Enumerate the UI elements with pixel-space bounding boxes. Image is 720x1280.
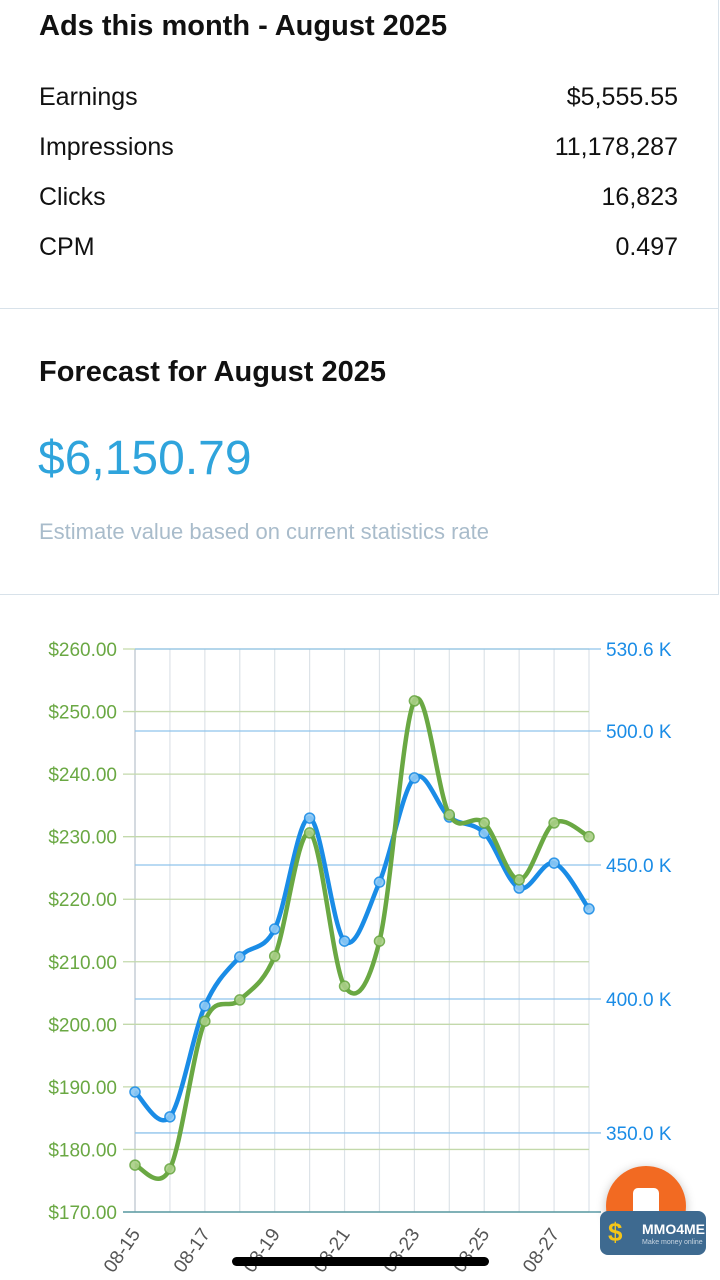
watermark-subtitle: Make money online — [642, 1239, 703, 1246]
earnings-point — [303, 827, 316, 839]
row-label: Earnings — [39, 83, 138, 111]
earnings-point — [478, 817, 490, 829]
earnings-point — [234, 994, 246, 1006]
x-axis-tick: 08-25 — [449, 1225, 494, 1277]
left-axis-tick: $200.00 — [48, 1015, 117, 1036]
left-axis-tick: $220.00 — [48, 890, 117, 911]
earnings-point — [338, 980, 351, 992]
impressions-point — [408, 772, 421, 784]
right-axis-tick: 450.0 K — [606, 856, 672, 877]
row-value: $5,555.55 — [566, 83, 678, 111]
earnings-point — [373, 935, 386, 947]
row-value: 11,178,287 — [554, 133, 678, 161]
summary-title: Ads this month - August 2025 — [39, 10, 448, 42]
x-axis-tick: 08-21 — [310, 1225, 355, 1277]
x-axis-tick: 08-27 — [519, 1225, 564, 1277]
impressions-point — [129, 1086, 141, 1098]
right-axis-tick: 350.0 K — [606, 1124, 672, 1145]
clicks-row: Clicks 16,823 — [39, 183, 678, 212]
impressions-point — [373, 876, 386, 888]
row-label: Clicks — [39, 183, 106, 211]
forecast-title: Forecast for August 2025 — [39, 356, 387, 388]
earnings-point — [199, 1015, 211, 1027]
forecast-card: Forecast for August 2025 $6,150.79 Estim… — [0, 309, 719, 595]
dollar-logo-icon: $ — [608, 1217, 623, 1247]
left-axis-tick: $250.00 — [48, 703, 117, 724]
earnings-point — [548, 817, 560, 829]
earnings-impressions-chart: $170.00 $180.00 $190.00 $200.00 $210.00 $220.… — [48, 640, 672, 1277]
impressions-point — [268, 923, 281, 935]
earnings-point — [268, 950, 281, 962]
left-axis-tick: $190.00 — [48, 1078, 117, 1099]
impressions-point — [548, 857, 560, 869]
impressions-line — [133, 773, 591, 1123]
row-label: CPM — [39, 233, 95, 261]
earnings-point — [583, 830, 595, 843]
x-axis-tick: 08-23 — [379, 1225, 424, 1277]
earnings-line — [134, 696, 591, 1181]
right-axis-tick: 530.6 K — [606, 640, 672, 661]
impressions-point — [338, 935, 351, 947]
cpm-row: CPM 0.497 — [39, 233, 678, 262]
earnings-point — [443, 809, 456, 821]
forecast-amount: $6,150.79 — [38, 432, 252, 485]
left-axis-tick: $180.00 — [48, 1140, 117, 1161]
row-value: 16,823 — [601, 183, 678, 211]
earnings-point — [164, 1163, 176, 1175]
impressions-point — [199, 1000, 211, 1012]
right-axis-tick: 400.0 K — [606, 990, 672, 1011]
earnings-point — [513, 874, 525, 886]
earnings-point — [408, 695, 421, 707]
mmo4me-watermark: $ MMO4ME Make money online — [600, 1211, 706, 1255]
left-axis-tick: $170.00 — [48, 1203, 117, 1224]
left-axis-tick: $260.00 — [48, 640, 117, 661]
x-axis-tick: 08-17 — [170, 1225, 215, 1277]
left-axis-tick: $230.00 — [48, 828, 117, 849]
earnings-row: Earnings $5,555.55 — [39, 83, 678, 112]
row-label: Impressions — [39, 133, 174, 161]
left-axis-tick: $210.00 — [48, 953, 117, 974]
ads-summary-card: Ads this month - August 2025 Earnings $5,… — [0, 0, 719, 309]
forecast-note: Estimate value based on current statisti… — [39, 519, 489, 544]
right-axis-tick: 500.0 K — [606, 722, 672, 743]
impressions-point — [234, 951, 246, 963]
watermark-title: MMO4ME — [642, 1221, 705, 1237]
impressions-point — [583, 903, 595, 915]
x-axis-tick: 08-15 — [100, 1225, 145, 1277]
x-axis-tick: 08-19 — [240, 1225, 285, 1277]
impressions-point — [164, 1111, 176, 1123]
impressions-point — [303, 812, 316, 824]
impressions-row: Impressions 11,178,287 — [39, 133, 678, 162]
earnings-point — [129, 1159, 141, 1171]
home-indicator[interactable] — [232, 1257, 489, 1266]
row-value: 0.497 — [615, 233, 678, 261]
left-axis-tick: $240.00 — [48, 765, 117, 786]
